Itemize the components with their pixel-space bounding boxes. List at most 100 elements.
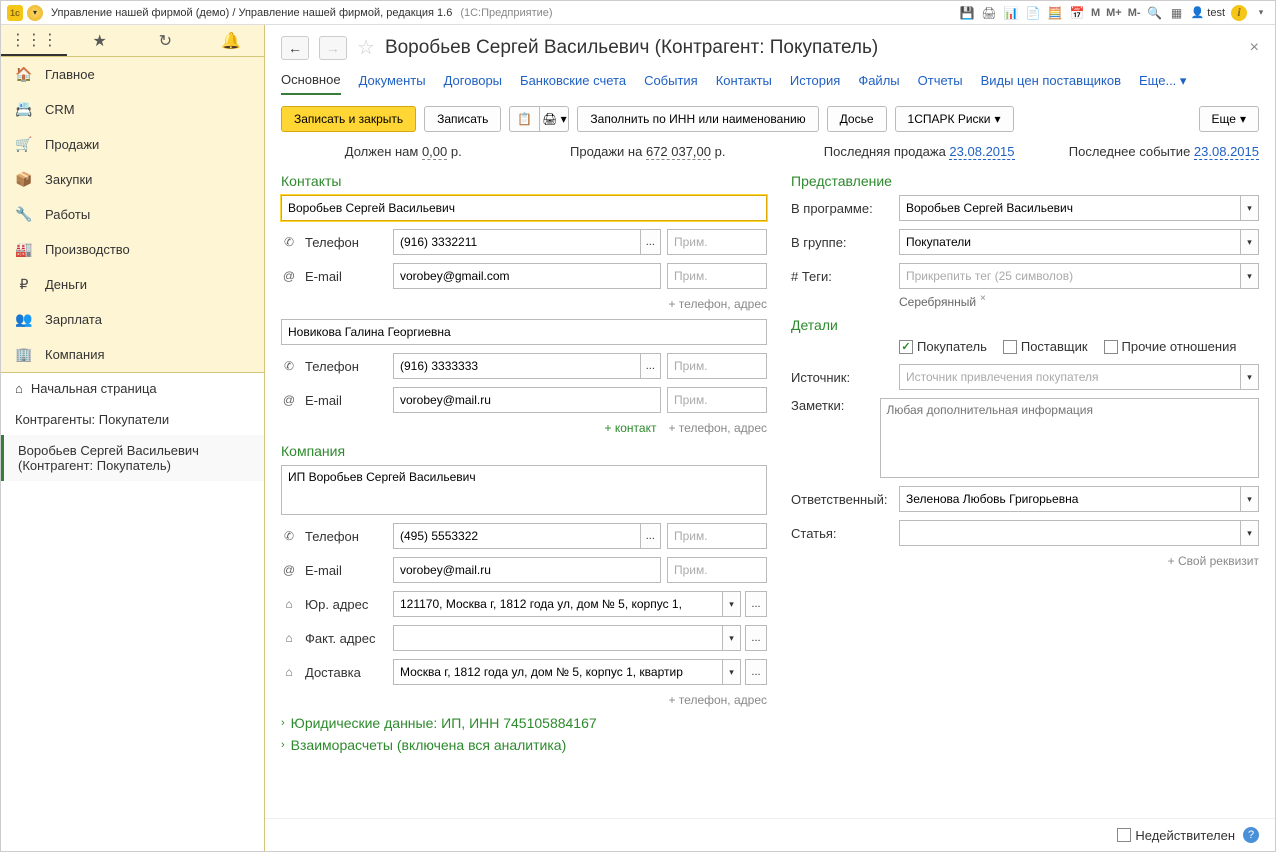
sidebar-item-production[interactable]: 🏭Производство bbox=[1, 232, 264, 267]
sidebar-item-crm[interactable]: 📇CRM bbox=[1, 92, 264, 127]
app-dropdown-icon[interactable]: ▾ bbox=[27, 5, 43, 21]
tab-files[interactable]: Файлы bbox=[858, 67, 899, 94]
email2-input[interactable] bbox=[393, 387, 661, 413]
tab-prices[interactable]: Виды цен поставщиков bbox=[981, 67, 1121, 94]
other-checkbox[interactable]: Прочие отношения bbox=[1104, 339, 1237, 354]
phone2-input[interactable] bbox=[393, 353, 641, 379]
phone1-note[interactable] bbox=[667, 229, 767, 255]
email2-note[interactable] bbox=[667, 387, 767, 413]
phone2-note[interactable] bbox=[667, 353, 767, 379]
save-button[interactable]: Записать bbox=[424, 106, 501, 132]
dropdown-button[interactable]: ▾ bbox=[1241, 195, 1259, 221]
addr-more-button[interactable]: ... bbox=[745, 591, 767, 617]
nav-breadcrumb[interactable]: Контрагенты: Покупатели bbox=[1, 404, 264, 435]
legal-addr-input[interactable] bbox=[393, 591, 723, 617]
add-phone-link[interactable]: + телефон, адрес bbox=[668, 693, 767, 707]
expand-legal[interactable]: ›Юридические данные: ИП, ИНН 74510588416… bbox=[281, 715, 767, 731]
company-phone-note[interactable] bbox=[667, 523, 767, 549]
nav-home[interactable]: ⌂Начальная страница bbox=[1, 373, 264, 404]
supplier-checkbox[interactable]: Поставщик bbox=[1003, 339, 1088, 354]
expand-settle[interactable]: ›Взаиморасчеты (включена вся аналитика) bbox=[281, 737, 767, 753]
program-input[interactable] bbox=[899, 195, 1241, 221]
last-sale-link[interactable]: 23.08.2015 bbox=[949, 144, 1014, 160]
sidebar-item-purchase[interactable]: 📦Закупки bbox=[1, 162, 264, 197]
last-event-link[interactable]: 23.08.2015 bbox=[1194, 144, 1259, 160]
group-input[interactable] bbox=[899, 229, 1241, 255]
company-name-input[interactable] bbox=[281, 465, 767, 515]
sidebar-tab-star[interactable]: ★ bbox=[67, 25, 133, 56]
dropdown-button[interactable]: ▾ bbox=[723, 625, 741, 651]
spark-button[interactable]: 1СПАРК Риски ▾ bbox=[895, 106, 1014, 132]
tab-history[interactable]: История bbox=[790, 67, 840, 94]
responsible-input[interactable] bbox=[899, 486, 1241, 512]
phone-more-button[interactable]: ... bbox=[641, 229, 661, 255]
company-email-input[interactable] bbox=[393, 557, 661, 583]
contact2-name-input[interactable] bbox=[281, 319, 767, 345]
panels-icon[interactable]: ▦ bbox=[1169, 5, 1185, 21]
tab-documents[interactable]: Документы bbox=[359, 67, 426, 94]
sales-value[interactable]: 672 037,00 bbox=[646, 144, 711, 160]
m-plus-button[interactable]: M+ bbox=[1106, 7, 1122, 19]
dropdown-button[interactable]: ▾ bbox=[1241, 364, 1259, 390]
nav-current[interactable]: Воробьев Сергей Васильевич (Контрагент: … bbox=[1, 435, 264, 481]
addr-more-button[interactable]: ... bbox=[745, 625, 767, 651]
doc-icon[interactable]: 📄 bbox=[1025, 5, 1041, 21]
delivery-input[interactable] bbox=[393, 659, 723, 685]
tags-input[interactable] bbox=[899, 263, 1241, 289]
fill-inn-button[interactable]: Заполнить по ИНН или наименованию bbox=[577, 106, 818, 132]
tab-reports[interactable]: Отчеты bbox=[918, 67, 963, 94]
buyer-checkbox[interactable]: ✓Покупатель bbox=[899, 339, 987, 354]
calc-icon[interactable]: 🧮 bbox=[1047, 5, 1063, 21]
sidebar-item-sales[interactable]: 🛒Продажи bbox=[1, 127, 264, 162]
dropdown-button[interactable]: ▾ bbox=[1241, 486, 1259, 512]
save-disk-icon[interactable]: 💾 bbox=[959, 5, 975, 21]
sidebar-item-works[interactable]: 🔧Работы bbox=[1, 197, 264, 232]
phone-more-button[interactable]: ... bbox=[641, 523, 661, 549]
tab-more[interactable]: Еще... ▾ bbox=[1139, 67, 1186, 95]
dropdown-button[interactable]: ▾ bbox=[723, 659, 741, 685]
dropdown-button[interactable]: ▾ bbox=[1241, 263, 1259, 289]
dossier-button[interactable]: Досье bbox=[827, 106, 887, 132]
phone-more-button[interactable]: ... bbox=[641, 353, 661, 379]
add-phone-link[interactable]: + телефон, адрес bbox=[668, 297, 767, 311]
copy-button[interactable]: 📋 bbox=[509, 106, 539, 132]
add-requisite-link[interactable]: + Свой реквизит bbox=[1168, 554, 1259, 568]
zoom-icon[interactable]: 🔍 bbox=[1147, 5, 1163, 21]
close-button[interactable]: × bbox=[1250, 39, 1259, 57]
compare-icon[interactable]: 📊 bbox=[1003, 5, 1019, 21]
sidebar-item-money[interactable]: ₽Деньги bbox=[1, 267, 264, 302]
sidebar-tab-menu[interactable]: ⋮⋮⋮ bbox=[1, 25, 67, 56]
tab-bank[interactable]: Банковские счета bbox=[520, 67, 626, 94]
dropdown-button[interactable]: ▾ bbox=[1241, 520, 1259, 546]
favorite-star-icon[interactable]: ☆ bbox=[357, 35, 375, 60]
contact-name-input[interactable] bbox=[281, 195, 767, 221]
sidebar-item-salary[interactable]: 👥Зарплата bbox=[1, 302, 264, 337]
notes-input[interactable] bbox=[880, 398, 1260, 478]
tab-main[interactable]: Основное bbox=[281, 66, 341, 95]
more-button[interactable]: Еще ▾ bbox=[1199, 106, 1259, 132]
article-input[interactable] bbox=[899, 520, 1241, 546]
forward-button[interactable]: → bbox=[319, 36, 347, 60]
email1-input[interactable] bbox=[393, 263, 661, 289]
company-phone-input[interactable] bbox=[393, 523, 641, 549]
sidebar-tab-history[interactable]: ↻ bbox=[133, 25, 199, 56]
sidebar-tab-bell[interactable]: 🔔 bbox=[198, 25, 264, 56]
addr-more-button[interactable]: ... bbox=[745, 659, 767, 685]
company-email-note[interactable] bbox=[667, 557, 767, 583]
sidebar-item-company[interactable]: 🏢Компания bbox=[1, 337, 264, 372]
email1-note[interactable] bbox=[667, 263, 767, 289]
tab-contacts[interactable]: Контакты bbox=[716, 67, 772, 94]
print-icon[interactable]: 🖨 bbox=[981, 5, 997, 21]
inactive-checkbox[interactable]: Недействителен bbox=[1117, 828, 1235, 843]
dropdown-icon[interactable]: ▾ bbox=[1253, 5, 1269, 21]
dropdown-button[interactable]: ▾ bbox=[1241, 229, 1259, 255]
add-phone-link[interactable]: + телефон, адрес bbox=[668, 421, 767, 435]
tab-events[interactable]: События bbox=[644, 67, 698, 94]
tag-remove-icon[interactable]: × bbox=[980, 293, 986, 304]
m-button[interactable]: M bbox=[1091, 7, 1100, 19]
user-label[interactable]: 👤 test bbox=[1191, 6, 1225, 19]
calendar-icon[interactable]: 📅 bbox=[1069, 5, 1085, 21]
phone1-input[interactable] bbox=[393, 229, 641, 255]
sidebar-item-main[interactable]: 🏠Главное bbox=[1, 57, 264, 92]
tab-contracts[interactable]: Договоры bbox=[444, 67, 502, 94]
